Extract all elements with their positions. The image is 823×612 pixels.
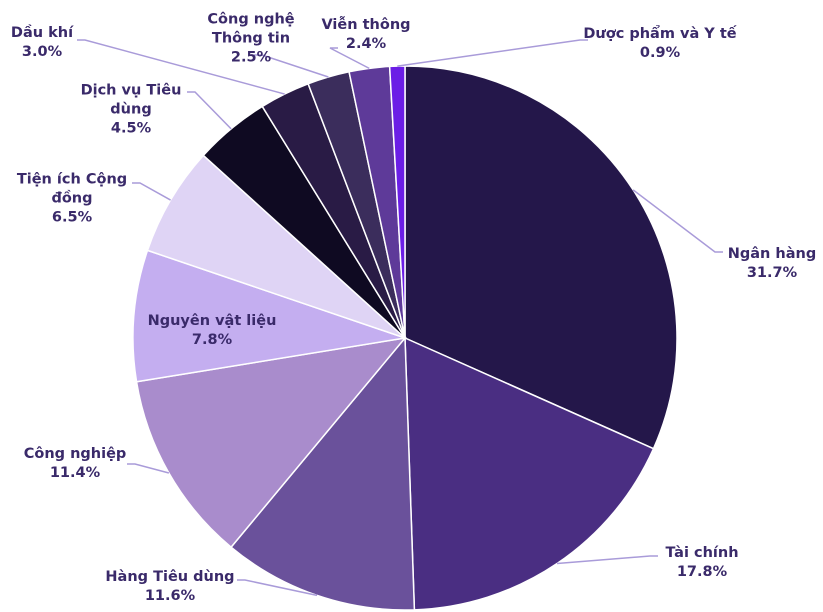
leader-line <box>132 182 171 201</box>
value-label: 3.0% <box>21 44 63 60</box>
slice-label: Dầu khí 3.0% <box>0 24 87 62</box>
value-label: 11.6% <box>144 588 196 604</box>
value-label: 0.9% <box>639 45 681 61</box>
pie-slice <box>230 336 416 611</box>
leader-line <box>187 91 232 130</box>
pie-slice <box>146 154 406 339</box>
value-label: 7.8% <box>191 332 233 348</box>
slice-label: Công nghệ Thông tin 2.5% <box>196 11 306 68</box>
leader-line <box>632 189 723 253</box>
category-name: Viễn thông <box>321 17 411 33</box>
leader-line <box>329 47 370 70</box>
category-name: Công nghiệp <box>23 446 127 462</box>
category-name: Công nghệ Thông tin <box>207 11 295 47</box>
category-name: Tài chính <box>665 545 739 561</box>
leader-line <box>127 463 170 474</box>
pie-slice <box>135 336 407 549</box>
pie-slice <box>388 65 406 339</box>
pie-slice <box>404 336 655 611</box>
slice-label: Hàng Tiêu dùng 11.6% <box>90 568 250 606</box>
slice-label: Nguyên vật liệu 7.8% <box>132 312 292 350</box>
leader-line <box>556 555 658 565</box>
slice-label: Công nghiệp 11.4% <box>10 445 140 483</box>
leader-line <box>77 39 285 95</box>
slice-label: Dược phẩm và Y tế 0.9% <box>580 25 740 63</box>
value-label: 4.5% <box>110 120 152 137</box>
value-label: 31.7% <box>746 265 798 281</box>
category-name: Ngân hàng <box>727 246 817 262</box>
slice-label: Dịch vụ Tiêu dùng 4.5% <box>66 82 196 139</box>
slice-label: Tiện ích Cộng đồng 6.5% <box>2 171 142 228</box>
slice-label: Ngân hàng 31.7% <box>717 245 823 283</box>
value-label: 2.5% <box>230 49 272 66</box>
category-name: Hàng Tiêu dùng <box>105 569 235 585</box>
slice-label: Tài chính 17.8% <box>647 544 757 582</box>
category-name: Dịch vụ Tiêu dùng <box>80 82 182 118</box>
slice-label: Viễn thông 2.4% <box>311 16 421 54</box>
leader-line <box>254 54 329 78</box>
value-label: 11.4% <box>49 465 101 481</box>
pie-slice <box>132 249 406 383</box>
leader-line <box>397 39 588 67</box>
leader-line <box>237 579 318 597</box>
category-name: Dược phẩm và Y tế <box>583 26 737 42</box>
value-label: 17.8% <box>676 564 728 580</box>
value-label: 2.4% <box>345 36 387 52</box>
category-name: Tiện ích Cộng đồng <box>16 171 128 207</box>
value-label: 6.5% <box>51 209 93 226</box>
category-name: Dầu khí <box>10 25 74 41</box>
category-name: Nguyên vật liệu <box>147 313 277 329</box>
pie-slice <box>404 65 678 450</box>
